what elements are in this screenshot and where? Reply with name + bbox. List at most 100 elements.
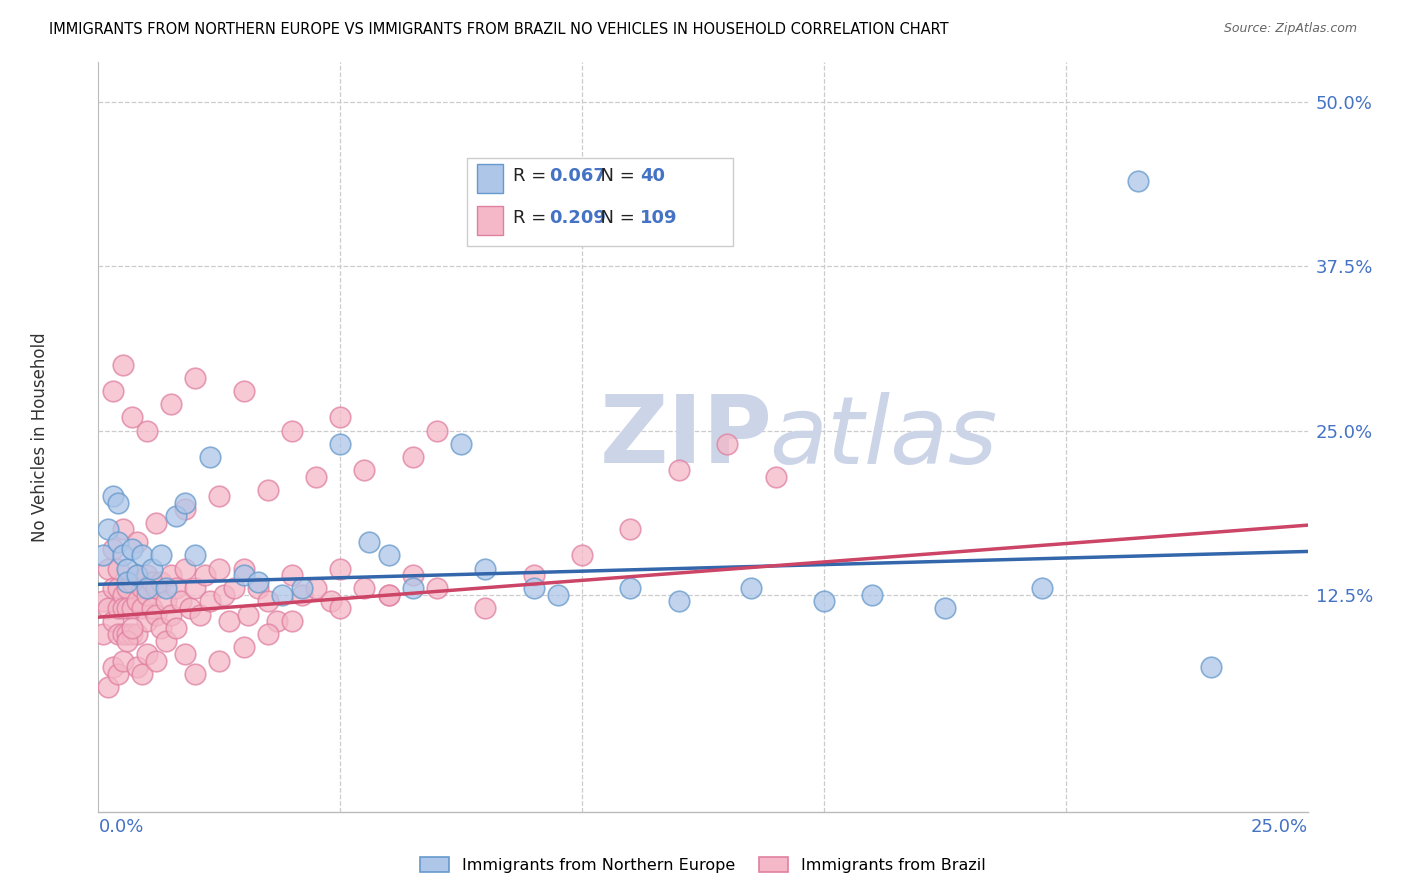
Point xyxy=(174,647,197,661)
Point xyxy=(256,627,278,641)
Point xyxy=(184,666,207,681)
Point xyxy=(174,502,197,516)
Point xyxy=(117,627,139,641)
Point xyxy=(131,549,153,563)
Point xyxy=(281,424,304,438)
Point xyxy=(111,627,134,641)
Point xyxy=(117,633,139,648)
Point xyxy=(155,581,177,595)
Point xyxy=(474,601,496,615)
Point xyxy=(238,607,260,622)
Point xyxy=(232,640,254,655)
Point xyxy=(668,594,690,608)
Point xyxy=(377,549,399,563)
Point xyxy=(281,614,304,628)
Text: 0.0%: 0.0% xyxy=(98,818,143,837)
Point xyxy=(165,621,187,635)
Point xyxy=(1031,581,1053,595)
Point xyxy=(165,508,187,523)
Point xyxy=(117,561,139,575)
Point xyxy=(305,581,328,595)
Point xyxy=(232,568,254,582)
Point xyxy=(111,654,134,668)
Point xyxy=(117,601,139,615)
Point xyxy=(266,614,288,628)
Point xyxy=(160,397,183,411)
Point xyxy=(523,568,546,582)
Point xyxy=(101,660,124,674)
Point xyxy=(256,594,278,608)
Point xyxy=(208,561,231,575)
Text: ZIP: ZIP xyxy=(600,391,773,483)
Point xyxy=(740,581,762,595)
Point xyxy=(934,601,956,615)
FancyBboxPatch shape xyxy=(477,206,503,235)
FancyBboxPatch shape xyxy=(477,164,503,193)
Point xyxy=(97,561,120,575)
Point xyxy=(107,496,129,510)
Point xyxy=(150,549,173,563)
Point xyxy=(765,469,787,483)
Point xyxy=(474,561,496,575)
Point xyxy=(716,436,738,450)
Point xyxy=(319,594,342,608)
Point xyxy=(91,627,114,641)
Point xyxy=(450,436,472,450)
Point xyxy=(127,660,149,674)
Point xyxy=(169,594,191,608)
Point xyxy=(160,607,183,622)
Point xyxy=(131,581,153,595)
Point xyxy=(188,607,211,622)
Point xyxy=(813,594,835,608)
Text: Source: ZipAtlas.com: Source: ZipAtlas.com xyxy=(1223,22,1357,36)
Point xyxy=(107,601,129,615)
Point xyxy=(208,489,231,503)
Point xyxy=(155,594,177,608)
Point xyxy=(208,654,231,668)
Point xyxy=(184,549,207,563)
Point xyxy=(121,410,143,425)
Point xyxy=(860,588,883,602)
Point xyxy=(305,469,328,483)
Point xyxy=(329,436,352,450)
Point xyxy=(127,568,149,582)
Point xyxy=(101,384,124,398)
Point xyxy=(135,647,157,661)
Point xyxy=(619,581,641,595)
Point xyxy=(97,680,120,694)
Text: atlas: atlas xyxy=(769,392,998,483)
Point xyxy=(1199,660,1222,674)
Point xyxy=(121,627,143,641)
Point xyxy=(150,621,173,635)
Point xyxy=(271,588,294,602)
Point xyxy=(91,594,114,608)
Text: R =: R = xyxy=(513,168,553,186)
Point xyxy=(353,581,375,595)
Text: N =: N = xyxy=(589,210,641,227)
Point xyxy=(194,568,217,582)
Point xyxy=(198,594,221,608)
Legend: Immigrants from Northern Europe, Immigrants from Brazil: Immigrants from Northern Europe, Immigra… xyxy=(415,851,991,880)
Point xyxy=(117,581,139,595)
Point xyxy=(377,588,399,602)
Point xyxy=(141,561,163,575)
Text: N =: N = xyxy=(589,168,641,186)
Point xyxy=(329,410,352,425)
Point xyxy=(523,581,546,595)
Text: 40: 40 xyxy=(640,168,665,186)
Point xyxy=(121,601,143,615)
Point xyxy=(111,601,134,615)
Point xyxy=(111,588,134,602)
Text: 109: 109 xyxy=(640,210,678,227)
Point xyxy=(101,489,124,503)
Point xyxy=(91,549,114,563)
Point xyxy=(145,581,167,595)
Point xyxy=(402,568,425,582)
Text: 0.067: 0.067 xyxy=(550,168,606,186)
Point xyxy=(107,561,129,575)
Point xyxy=(198,450,221,464)
Point xyxy=(145,607,167,622)
Point xyxy=(111,522,134,536)
Point xyxy=(547,588,569,602)
Point xyxy=(174,561,197,575)
